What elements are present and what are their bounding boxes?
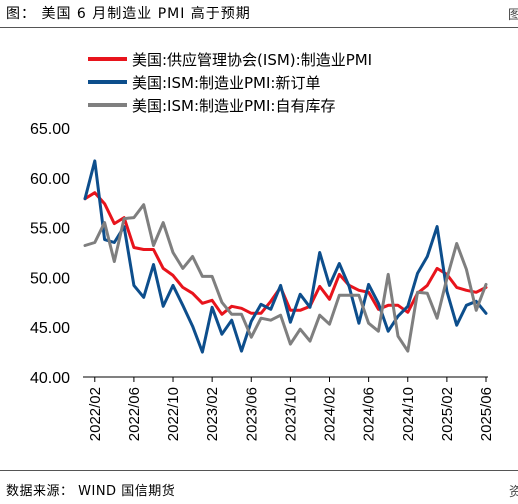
figure-title: 图： 美国 6 月制造业 PMI 高于预期 <box>6 6 251 22</box>
top-rule <box>0 27 518 28</box>
legend-label-2: 美国:ISM:制造业PMI:新订单 <box>132 74 320 92</box>
x-tick-label: 2022/10 <box>165 387 182 441</box>
x-tick-label: 2025/02 <box>439 387 456 441</box>
legend-label-3: 美国:ISM:制造业PMI:自有库存 <box>132 97 335 115</box>
y-tick-label: 40.00 <box>30 370 70 387</box>
x-axis: 2022/02 2022/06 2022/10 2023/02 2023/06 2023/… <box>83 376 495 441</box>
edge-glyph-bottom: 资 <box>509 485 518 500</box>
x-tick-label: 2024/06 <box>361 387 378 441</box>
series-line-2 <box>83 159 488 354</box>
x-tick-label: 2025/06 <box>478 387 495 441</box>
x-tick-label: 2024/10 <box>400 387 417 441</box>
edge-glyph-top: 图 <box>508 8 518 23</box>
x-tick-label: 2022/06 <box>126 387 143 441</box>
y-tick-label: 60.00 <box>30 171 70 188</box>
y-tick-label: 50.00 <box>30 270 70 287</box>
bottom-rule <box>0 470 518 471</box>
y-tick-label: 65.00 <box>30 121 70 138</box>
x-tick-label: 2024/02 <box>322 387 339 441</box>
y-axis-ticks: 40.00 45.00 50.00 55.00 60.00 65.00 <box>30 121 70 387</box>
legend: 美国:供应管理协会(ISM):制造业PMI 美国:ISM:制造业PMI:新订单美国… <box>88 51 372 115</box>
source-note: 数据来源： WIND 国信期货 <box>6 484 176 499</box>
series-line-3 <box>83 203 488 353</box>
series-lines <box>83 159 488 354</box>
x-tick-label: 2023/06 <box>243 387 260 441</box>
x-tick-label: 2022/02 <box>87 387 104 441</box>
legend-label-1: 美国:供应管理协会(ISM):制造业PMI <box>132 51 372 69</box>
y-tick-label: 45.00 <box>30 320 70 337</box>
x-tick-label: 2023/10 <box>282 387 299 441</box>
x-tick-label: 2023/02 <box>204 387 221 441</box>
y-tick-label: 55.00 <box>30 221 70 238</box>
